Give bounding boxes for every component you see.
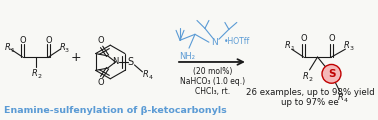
Circle shape bbox=[322, 64, 341, 83]
Text: 26 examples, up to 98% yield
up to 97% ee: 26 examples, up to 98% yield up to 97% e… bbox=[246, 88, 374, 107]
Text: +: + bbox=[71, 51, 82, 63]
Text: R: R bbox=[32, 69, 37, 78]
Text: R: R bbox=[303, 72, 308, 81]
Text: 1: 1 bbox=[291, 46, 294, 51]
Text: 3: 3 bbox=[349, 46, 353, 51]
Text: R: R bbox=[59, 43, 65, 52]
Text: 4: 4 bbox=[344, 98, 347, 103]
Text: 2: 2 bbox=[37, 74, 41, 79]
Text: O: O bbox=[45, 36, 52, 45]
Text: R: R bbox=[5, 43, 11, 52]
Text: O: O bbox=[97, 36, 104, 45]
Text: 1: 1 bbox=[10, 48, 14, 53]
Text: (20 mol%): (20 mol%) bbox=[193, 67, 232, 76]
Text: 2: 2 bbox=[308, 77, 313, 82]
Text: Enamine-sulfenylation of β-ketocarbonyls: Enamine-sulfenylation of β-ketocarbonyls bbox=[4, 106, 226, 115]
Text: O: O bbox=[300, 34, 307, 43]
Text: O: O bbox=[19, 36, 26, 45]
Text: O: O bbox=[97, 78, 104, 87]
Text: R: R bbox=[143, 70, 149, 79]
Text: N: N bbox=[212, 38, 218, 47]
Text: O: O bbox=[328, 34, 335, 43]
Text: S: S bbox=[328, 69, 336, 79]
Text: 4: 4 bbox=[149, 75, 152, 80]
Text: N: N bbox=[112, 57, 119, 66]
Text: R: R bbox=[338, 93, 343, 102]
Text: S: S bbox=[127, 57, 133, 67]
Text: 3: 3 bbox=[65, 48, 69, 53]
Text: •HOTff: •HOTff bbox=[224, 37, 250, 46]
Text: R: R bbox=[285, 41, 291, 50]
Text: R: R bbox=[344, 41, 349, 50]
Text: NH₂: NH₂ bbox=[179, 52, 195, 61]
Text: NaHCO₃ (1.0 eq.): NaHCO₃ (1.0 eq.) bbox=[180, 77, 245, 86]
Text: CHCl₃, rt.: CHCl₃, rt. bbox=[195, 87, 231, 96]
